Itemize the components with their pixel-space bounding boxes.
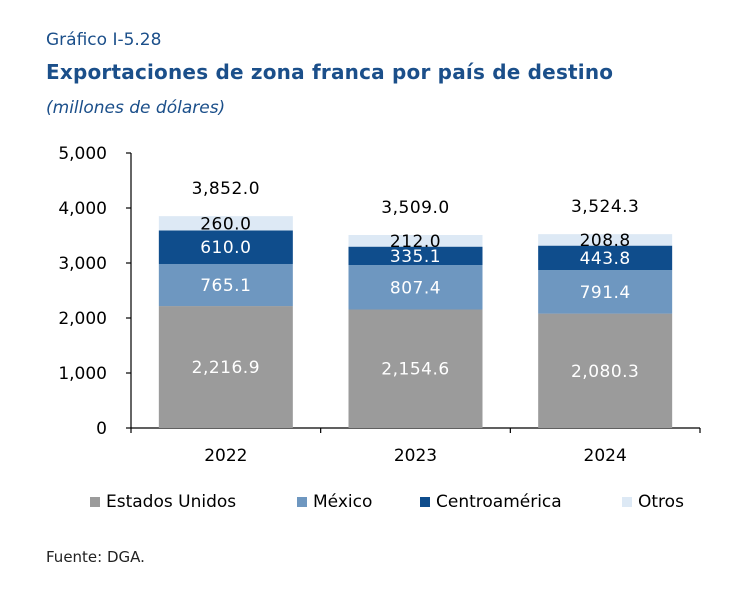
data-label: 610.0 <box>200 238 251 258</box>
bar-segment <box>538 234 673 246</box>
data-label: 2,216.9 <box>192 358 260 378</box>
data-label: 2,154.6 <box>381 360 449 380</box>
x-tick-label: 2022 <box>204 446 247 466</box>
y-tick-label: 3,000 <box>58 254 107 274</box>
y-tick-label: 2,000 <box>58 309 107 329</box>
data-label: 443.8 <box>580 249 631 269</box>
data-label: 208.8 <box>580 231 631 251</box>
data-label: 765.1 <box>200 276 251 296</box>
data-label: 791.4 <box>580 283 631 303</box>
data-label: 807.4 <box>390 278 441 298</box>
bar-segment <box>158 306 293 428</box>
y-tick-label: 4,000 <box>58 199 107 219</box>
bar-segment <box>348 234 483 247</box>
bar-segment <box>348 246 483 266</box>
legend-swatch <box>297 497 307 507</box>
legend-swatch <box>90 497 100 507</box>
data-label: 335.1 <box>390 247 441 267</box>
data-label: 2,080.3 <box>571 362 639 382</box>
bar-segment <box>158 216 293 231</box>
total-label: 3,509.0 <box>381 198 449 218</box>
bar-segment <box>348 265 483 310</box>
bar-segment <box>158 230 293 264</box>
bar-segment <box>538 313 673 428</box>
legend-swatch <box>622 497 632 507</box>
bar-segment <box>158 263 293 307</box>
legend-label: Estados Unidos <box>106 492 236 512</box>
legend-label: Otros <box>638 492 684 512</box>
y-tick-label: 1,000 <box>58 364 107 384</box>
source-note: Fuente: DGA. <box>46 548 145 566</box>
y-tick-label: 5,000 <box>58 144 107 164</box>
legend-label: Centroamérica <box>436 492 562 512</box>
bar-segment <box>538 270 673 314</box>
legend-swatch <box>420 497 430 507</box>
bar-segment <box>348 309 483 428</box>
y-tick-label: 0 <box>96 419 107 439</box>
chart-subtitle: (millones de dólares) <box>46 98 226 118</box>
x-tick-label: 2023 <box>394 446 437 466</box>
total-label: 3,524.3 <box>571 197 639 217</box>
chart-label: Gráfico I-5.28 <box>46 30 162 50</box>
bar-segment <box>538 245 673 271</box>
total-label: 3,852.0 <box>192 179 260 199</box>
data-label: 260.0 <box>200 214 251 234</box>
legend-label: México <box>313 492 372 512</box>
stacked-bar-chart: 0 1,000 2,000 3,000 4,000 5,000 2,216.9 765.1 61… <box>58 144 701 512</box>
data-label: 212.0 <box>390 232 441 252</box>
chart-title: Exportaciones de zona franca por país de… <box>46 60 614 84</box>
x-tick-label: 2024 <box>584 446 627 466</box>
